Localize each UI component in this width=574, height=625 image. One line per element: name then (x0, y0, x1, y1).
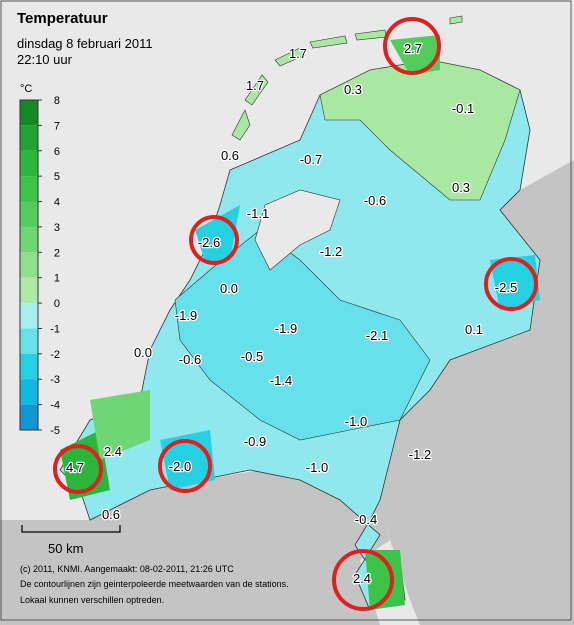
legend-swatch (20, 201, 38, 227)
station-value: -1.9 (275, 321, 297, 336)
title: Temperatuur (17, 10, 108, 27)
station-value: 4.7 (66, 460, 84, 475)
legend-swatch (20, 176, 38, 202)
station-value: 2.4 (104, 444, 122, 459)
station-value: -2.0 (169, 459, 191, 474)
station-value: -1.0 (306, 460, 328, 475)
legend-tick-label: 8 (54, 95, 60, 107)
warm-zone-zeeland-2 (90, 390, 150, 460)
scale-label: 50 km (48, 541, 83, 556)
station-value: 0.0 (220, 281, 238, 296)
footer-line: De contourlijnen zijn geinterpoleerde me… (20, 579, 289, 589)
legend-tick-label: -2 (50, 349, 60, 361)
legend-swatch (20, 100, 38, 126)
legend-tick-label: 1 (54, 273, 60, 285)
station-value: 0.6 (221, 148, 239, 163)
belgium (0, 470, 390, 625)
warm-zone-limburg (365, 550, 405, 610)
station-value: -0.6 (364, 193, 386, 208)
station-value: 1.7 (289, 46, 307, 61)
legend-swatch (20, 252, 38, 278)
station-value: 2.4 (353, 571, 371, 586)
station-value: -2.6 (198, 235, 220, 250)
station-value: -1.9 (175, 308, 197, 323)
station-value: 2.7 (404, 41, 422, 56)
station-value: 0.6 (102, 507, 120, 522)
germany (380, 160, 574, 625)
scale-bar (21, 525, 121, 533)
station-value: -1.0 (345, 414, 367, 429)
time: 22:10 uur (17, 52, 73, 67)
station-value: -0.5 (241, 349, 263, 364)
highlight-circles (53, 17, 538, 611)
legend-swatch (20, 150, 38, 177)
wadden-islands (231, 15, 463, 141)
legend-swatch (20, 125, 38, 151)
legend: 8 7 6 5 4 3 2 1 0 -1 -2 -3 -4 -5 (19, 95, 60, 437)
legend-swatch (20, 353, 38, 380)
legend-swatch (20, 226, 38, 253)
station-value: -2.1 (366, 328, 388, 343)
legend-swatch (20, 404, 38, 430)
station-value: -1.4 (270, 373, 292, 388)
station-value: 0.1 (465, 322, 483, 337)
legend-swatch (20, 303, 38, 329)
legend-tick-label: 2 (54, 247, 60, 259)
legend-swatch (20, 277, 38, 304)
legend-tick-label: -4 (50, 400, 60, 412)
station-value: -0.6 (179, 352, 201, 367)
date: dinsdag 8 februari 2011 (17, 36, 153, 51)
legend-tick-label: -1 (50, 323, 60, 335)
legend-tick-label: 0 (54, 298, 60, 310)
warm-zone-island (390, 35, 440, 75)
station-value: 0.0 (134, 345, 152, 360)
station-value: -1.2 (409, 447, 431, 462)
station-value: -1.1 (247, 206, 269, 221)
legend-swatch (20, 379, 38, 405)
station-value: 1.7 (246, 78, 264, 93)
cold-zone-west (195, 205, 240, 262)
legend-tick-label: 7 (54, 120, 60, 132)
legend-tick-label: -3 (50, 374, 60, 386)
station-value: -0.9 (244, 434, 266, 449)
station-value: 0.3 (344, 82, 362, 97)
ijsselmeer (254, 189, 341, 271)
station-value: -0.4 (355, 512, 377, 527)
legend-tick-label: 6 (54, 146, 60, 158)
legend-swatch (20, 328, 38, 354)
station-value: 0.3 (452, 180, 470, 195)
station-value: -0.7 (300, 152, 322, 167)
legend-tick-label: 3 (54, 222, 60, 234)
cold-zone-east (490, 255, 540, 310)
legend-unit: °C (20, 83, 32, 95)
station-value: -0.1 (452, 101, 474, 116)
legend-tick-label: 4 (54, 197, 60, 209)
footer-line: (c) 2011, KNMI. Aangemaakt: 08-02-2011, … (20, 564, 234, 574)
stations: 1.7 2.7 1.7 0.3 -0.1 0.6 -0.7 0.3 -0.6 -1.1 -2.6 -1… (65, 40, 519, 588)
footer-line: Lokaal kunnen verschillen optreden. (20, 595, 164, 605)
legend-tick-label: -5 (50, 425, 60, 437)
station-value: -2.5 (495, 280, 517, 295)
legend-tick-label: 5 (54, 171, 60, 183)
station-value: -1.2 (320, 244, 342, 259)
legend-border (19, 99, 39, 431)
